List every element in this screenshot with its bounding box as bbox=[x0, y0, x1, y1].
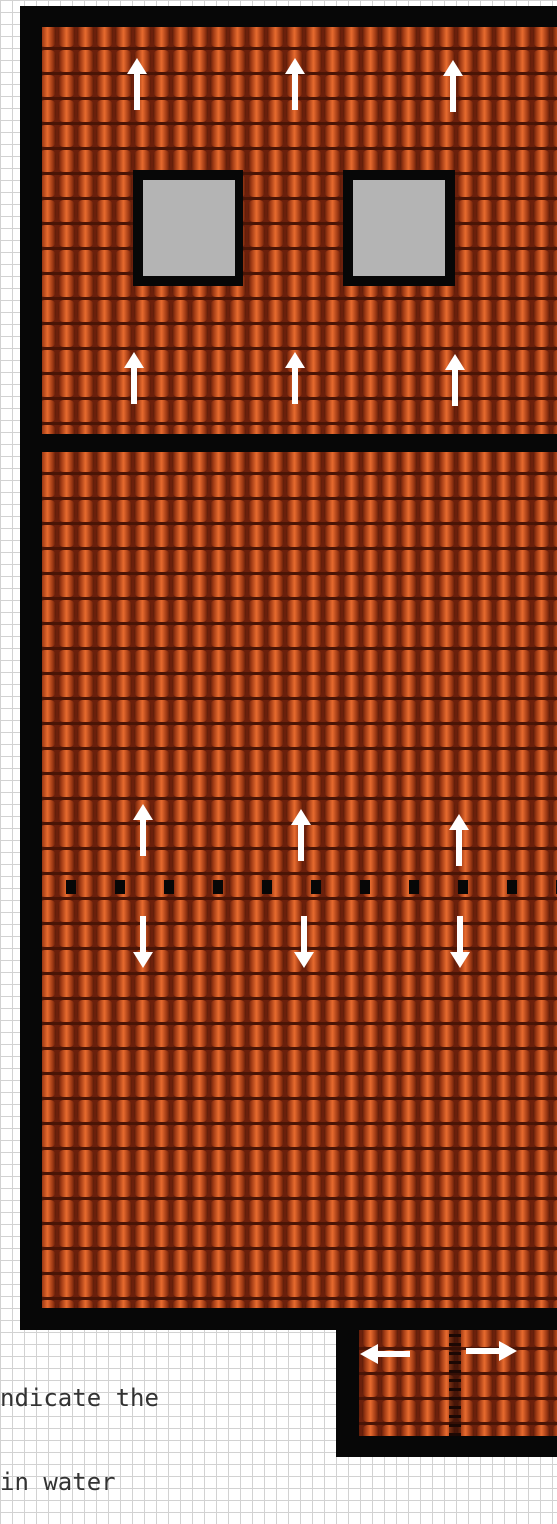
note-line-2: in water bbox=[0, 1468, 116, 1496]
ridge-dash bbox=[458, 880, 468, 894]
ridge-dash bbox=[164, 880, 174, 894]
ridge-dash bbox=[262, 880, 272, 894]
annex-ridge-tick bbox=[449, 1406, 461, 1409]
annex-ridge-tick bbox=[449, 1433, 461, 1436]
annex-ridge-tick bbox=[449, 1334, 461, 1337]
arrow-right-annex bbox=[466, 1341, 517, 1361]
annex-ridge-tick bbox=[449, 1415, 461, 1418]
ridge-dash bbox=[213, 880, 223, 894]
skylight-right bbox=[343, 170, 455, 286]
annex-ridge-tick bbox=[449, 1361, 461, 1364]
note-line-1: ndicate the bbox=[0, 1384, 159, 1412]
ridge-dash bbox=[115, 880, 125, 894]
ridge-line bbox=[66, 880, 557, 894]
upper-roof-section bbox=[20, 6, 557, 449]
lower-roof-section bbox=[20, 434, 557, 1330]
annex-ridge-tick bbox=[449, 1397, 461, 1400]
ridge-dash bbox=[507, 880, 517, 894]
note-text: ndicate the in water bbox=[0, 1328, 330, 1524]
arrow-left-annex bbox=[360, 1344, 410, 1364]
annex-ridge-tick bbox=[449, 1379, 461, 1382]
annex-ridge-tick bbox=[449, 1343, 461, 1346]
annex-ridge-tick bbox=[449, 1370, 461, 1373]
ridge-dash bbox=[360, 880, 370, 894]
ridge-dash bbox=[311, 880, 321, 894]
annex-ridge-tick bbox=[449, 1352, 461, 1355]
annex-roof-section bbox=[336, 1326, 557, 1457]
skylight-left bbox=[133, 170, 243, 286]
ridge-dash bbox=[66, 880, 76, 894]
ridge-dash bbox=[409, 880, 419, 894]
annex-ridge-tick bbox=[449, 1388, 461, 1391]
annex-ridge-line bbox=[449, 1330, 461, 1436]
roof-plan bbox=[20, 6, 557, 1457]
annex-ridge-tick bbox=[449, 1424, 461, 1427]
